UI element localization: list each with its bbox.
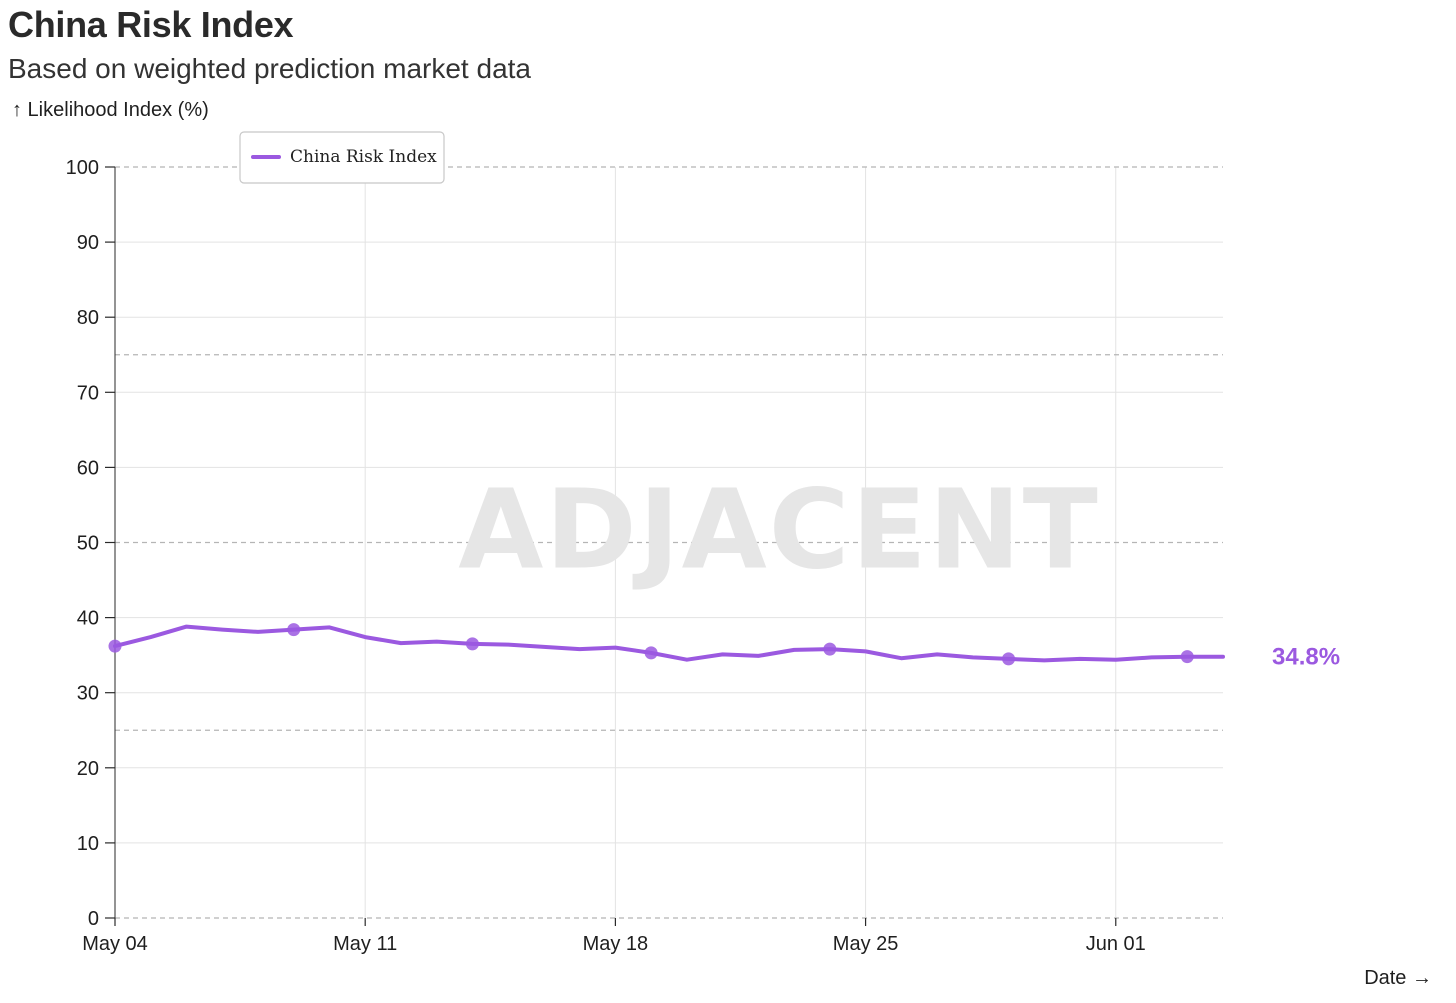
x-axis-title: Date → — [1364, 967, 1432, 989]
y-tick-label: 60 — [77, 457, 99, 479]
axis-layer: 0 10 20 30 40 50 60 70 80 90 100 May 04 May 11 May 18… — [66, 157, 1146, 955]
x-tick-label: May 25 — [833, 933, 899, 955]
x-tick-label: Jun 01 — [1086, 933, 1146, 955]
series-line — [113, 624, 1225, 663]
series-layer — [108, 623, 1225, 666]
last-value-label: 34.8% — [1272, 644, 1340, 671]
y-tick-label: 70 — [77, 382, 99, 404]
data-point — [108, 639, 122, 653]
chart-title: China Risk Index — [8, 4, 294, 45]
x-tick-label: May 11 — [333, 933, 397, 955]
data-point — [823, 642, 837, 656]
y-tick-label: 30 — [77, 683, 99, 705]
chart-subtitle: Based on weighted prediction market data — [8, 53, 531, 84]
y-tick-label: 20 — [77, 758, 99, 780]
x-tick-label: May 04 — [82, 933, 148, 955]
data-point — [287, 623, 301, 637]
watermark-text: ADJACENT — [458, 466, 1099, 594]
y-axis-title: ↑ Likelihood Index (%) — [12, 99, 209, 121]
y-tick-label: 40 — [77, 608, 99, 630]
legend: China Risk Index — [239, 131, 445, 184]
data-point — [465, 637, 479, 651]
data-point — [1002, 652, 1016, 666]
y-tick-label: 90 — [77, 232, 99, 254]
y-tick-label: 0 — [88, 908, 99, 930]
data-point — [1180, 650, 1194, 664]
y-tick-label: 10 — [77, 833, 99, 855]
y-tick-label: 50 — [77, 533, 99, 555]
x-tick-label: May 18 — [583, 933, 649, 955]
data-point — [644, 646, 658, 660]
y-tick-label: 80 — [77, 307, 99, 329]
legend-box — [239, 131, 445, 184]
legend-label: China Risk Index — [290, 147, 437, 167]
y-tick-label: 100 — [66, 157, 99, 179]
